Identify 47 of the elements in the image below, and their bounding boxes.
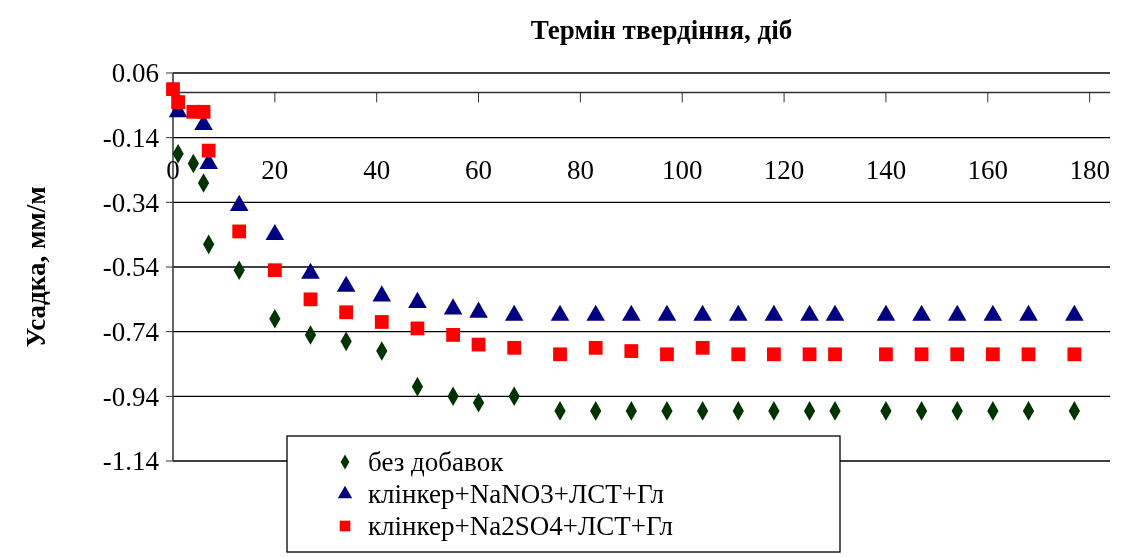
- x-tick-label: 120: [763, 154, 805, 185]
- x-axis-title: Термін твердіння, діб: [530, 15, 793, 46]
- point: [985, 347, 1000, 362]
- point: [446, 328, 460, 342]
- x-tick-label: 140: [865, 154, 907, 185]
- point: [339, 305, 354, 320]
- point: [196, 104, 211, 119]
- point: [232, 224, 247, 239]
- point: [171, 95, 185, 109]
- point: [588, 340, 603, 355]
- y-tick-label: -0.14: [102, 123, 160, 154]
- point: [914, 347, 929, 362]
- y-axis-title: Усадка, мм/м: [21, 186, 52, 348]
- point: [950, 347, 965, 362]
- x-tick-label: 80: [566, 154, 594, 185]
- point: [507, 340, 522, 355]
- point: [553, 347, 567, 362]
- point: [828, 347, 842, 362]
- point: [374, 315, 389, 329]
- legend-label: без добавок: [368, 447, 505, 478]
- point: [1021, 347, 1036, 362]
- x-tick-label: 180: [1069, 154, 1110, 185]
- y-tick-label: -0.94: [102, 381, 160, 412]
- y-tick-label: -1.14: [102, 446, 160, 477]
- point: [201, 143, 216, 158]
- y-tick-label: -0.34: [102, 187, 160, 218]
- point: [731, 347, 746, 362]
- point: [695, 340, 710, 355]
- x-tick-label: 100: [661, 154, 703, 185]
- point: [267, 263, 282, 278]
- point: [1067, 347, 1082, 362]
- legend-label: клінкер+Na2SO4+ЛСТ+Гл: [368, 511, 674, 542]
- point: [660, 347, 674, 362]
- point: [802, 347, 817, 362]
- legend-label: клінкер+NaNO3+ЛСТ+Гл: [368, 479, 664, 510]
- x-tick-label: 60: [465, 154, 493, 185]
- y-tick-label: -0.74: [102, 317, 160, 348]
- point: [879, 347, 893, 362]
- point: [166, 82, 180, 97]
- x-tick-label: 20: [261, 154, 289, 185]
- y-tick-label: 0.06: [111, 58, 159, 89]
- point: [767, 347, 781, 362]
- point: [303, 292, 318, 307]
- y-tick-label: -0.54: [102, 252, 160, 283]
- x-tick-label: 40: [363, 154, 391, 185]
- x-tick-label: 160: [967, 154, 1009, 185]
- point: [624, 344, 639, 358]
